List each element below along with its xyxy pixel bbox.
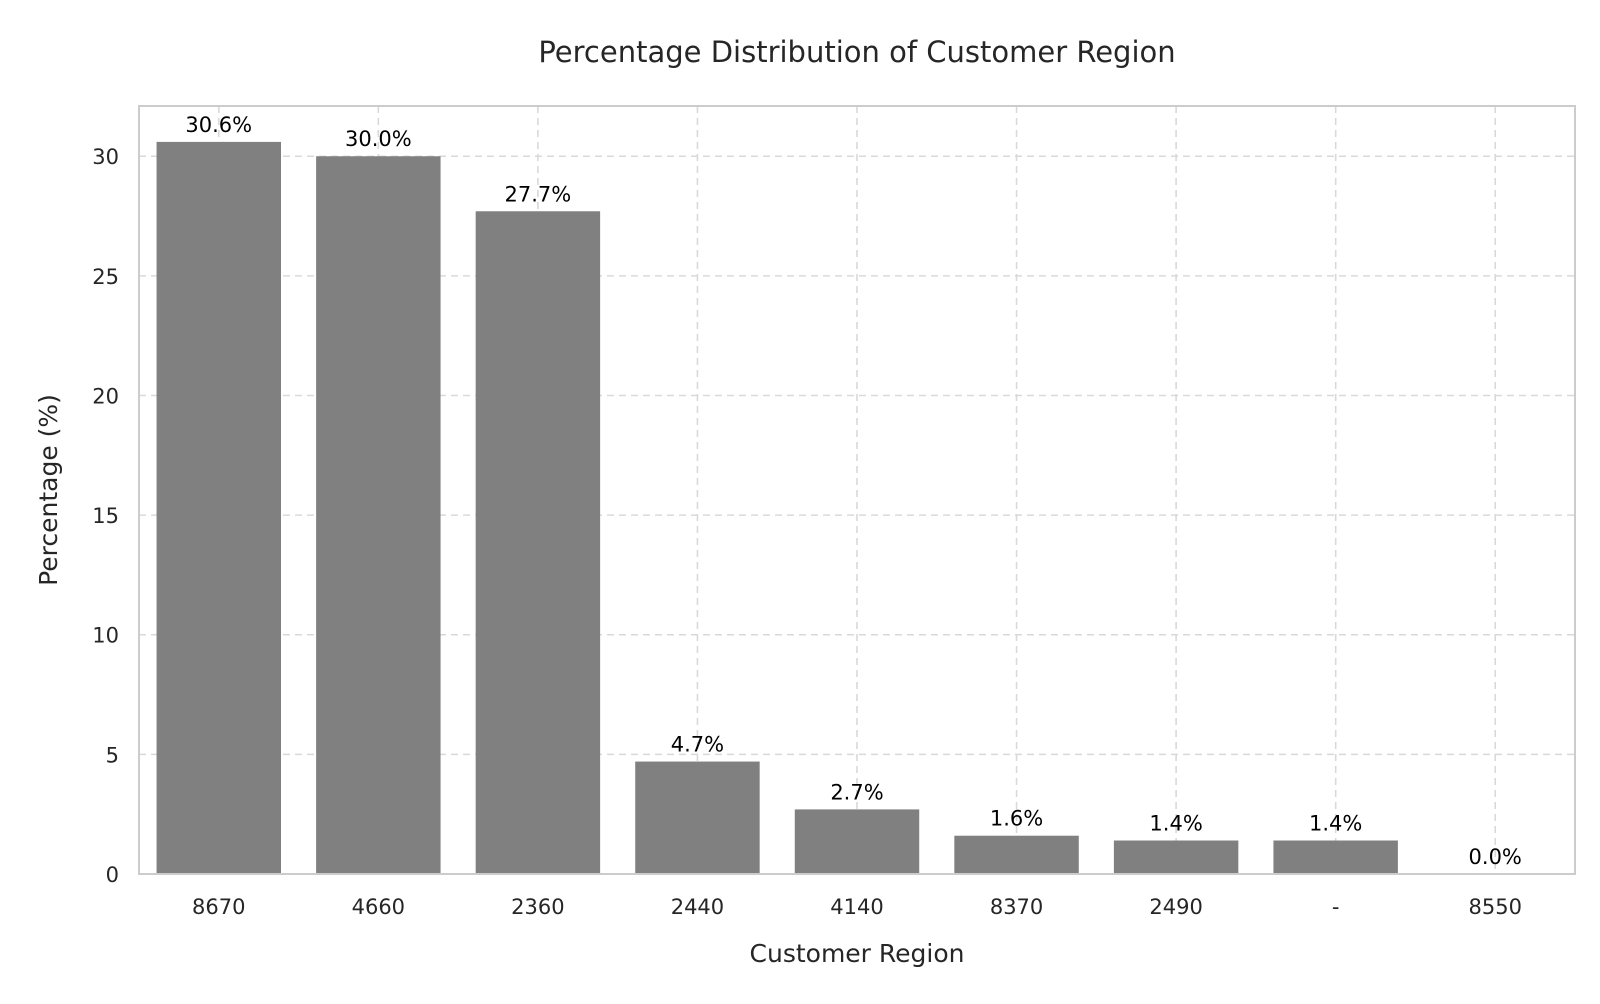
x-tick-label: 2360 xyxy=(511,895,564,919)
chart-title: Percentage Distribution of Customer Regi… xyxy=(538,35,1175,69)
bar-data-label: 1.6% xyxy=(990,807,1043,831)
y-tick-label: 15 xyxy=(92,504,119,528)
bar-data-label: 2.7% xyxy=(830,780,883,804)
x-tick-label: 4140 xyxy=(830,895,883,919)
bar-data-label: 30.6% xyxy=(185,113,252,137)
x-tick-label: 2490 xyxy=(1149,895,1202,919)
y-tick-label: 30 xyxy=(92,145,119,169)
bar xyxy=(156,141,282,875)
y-axis-ticks: 0 5 10 15 20 25 30 xyxy=(92,145,119,887)
y-tick-label: 25 xyxy=(92,265,119,289)
x-tick-label: 8550 xyxy=(1468,895,1521,919)
bar xyxy=(475,211,601,875)
x-tick-label: 8370 xyxy=(990,895,1043,919)
y-tick-label: 20 xyxy=(92,384,119,408)
bar xyxy=(635,761,760,874)
data-labels: 30.6% 30.0% 27.7% 4.7% 2.7% 1.6% 1.4% 1.4% 0.0% xyxy=(185,113,1521,869)
y-axis-label: Percentage (%) xyxy=(34,394,63,586)
bar xyxy=(316,156,441,875)
bar-data-label: 30.0% xyxy=(345,127,412,151)
x-tick-label: 2440 xyxy=(671,895,724,919)
bar-data-label: 0.0% xyxy=(1469,845,1522,869)
bar xyxy=(1273,840,1398,874)
x-axis-label: Customer Region xyxy=(750,939,965,968)
bar-data-label: 4.7% xyxy=(671,733,724,757)
bar xyxy=(1113,840,1239,874)
x-tick-label: 8670 xyxy=(192,895,245,919)
bars xyxy=(156,141,1398,875)
bar-data-label: 27.7% xyxy=(505,182,572,206)
x-tick-label: - xyxy=(1332,895,1340,919)
bar xyxy=(794,809,920,874)
plot-frame xyxy=(138,105,1576,875)
bar-data-label: 1.4% xyxy=(1309,812,1362,836)
bar xyxy=(954,835,1079,874)
bar-data-label: 1.4% xyxy=(1149,812,1202,836)
x-axis-ticks: 8670 4660 2360 2440 4140 8370 2490 - 8550 xyxy=(192,895,1522,919)
y-tick-label: 0 xyxy=(106,863,119,887)
x-tick-label: 4660 xyxy=(352,895,405,919)
y-tick-label: 5 xyxy=(106,743,119,767)
y-tick-label: 10 xyxy=(92,624,119,648)
